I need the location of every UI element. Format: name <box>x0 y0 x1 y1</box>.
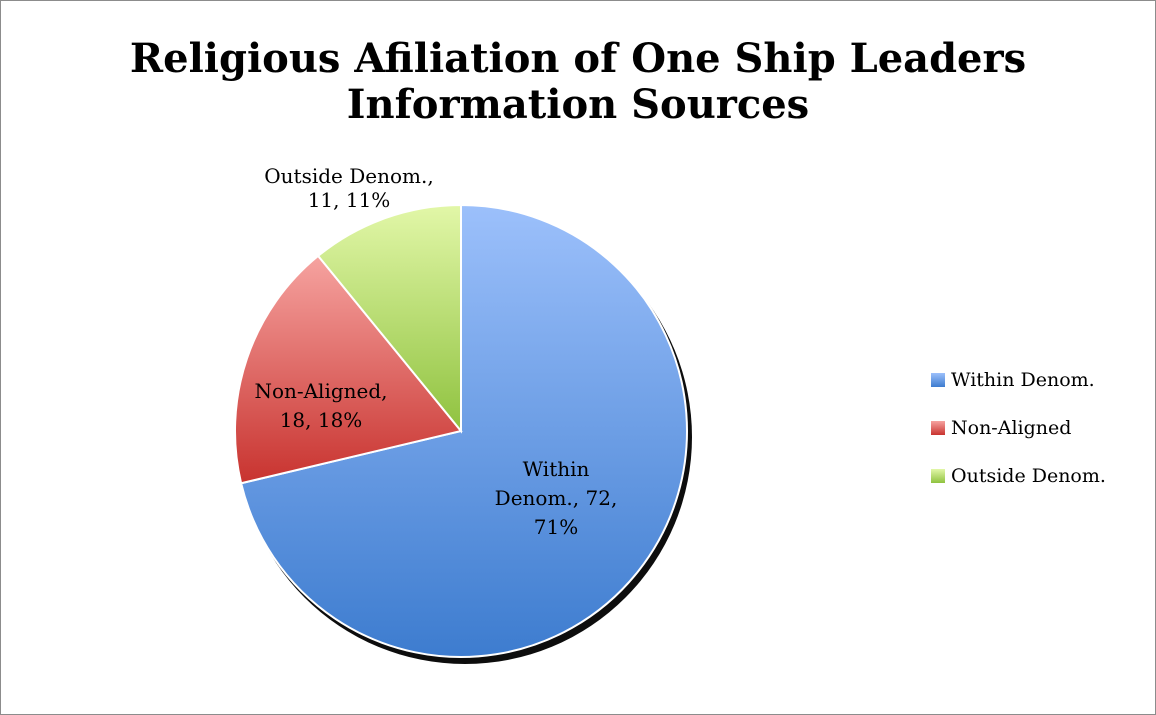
legend-swatch-outside-denom <box>931 469 945 483</box>
pie-slice-outside-denom <box>316 203 462 434</box>
chart-title: Religious Afiliation of One Ship Leaders… <box>0 36 1156 128</box>
data-label-line: 71% <box>534 515 578 539</box>
legend-item-outside-denom: Outside Denom. <box>931 465 1106 487</box>
data-label-line: Denom., 72, <box>495 486 618 510</box>
legend-swatch-within-denom <box>931 373 945 387</box>
data-label-line: Non-Aligned, <box>254 379 387 403</box>
data-label-line: 18, 18% <box>280 408 363 432</box>
data-label-line: Outside Denom., <box>264 164 433 188</box>
legend-swatch-non-aligned <box>931 421 945 435</box>
data-label-line: Within <box>523 457 590 481</box>
legend: Within Denom. Non-Aligned Outside Denom. <box>931 369 1106 514</box>
legend-label-within-denom: Within Denom. <box>951 369 1095 391</box>
legend-label-non-aligned: Non-Aligned <box>951 417 1072 439</box>
legend-label-outside-denom: Outside Denom. <box>951 465 1106 487</box>
data-label-non-aligned: Non-Aligned, 18, 18% <box>254 379 387 432</box>
chart-title-line-2: Information Sources <box>346 81 810 128</box>
legend-item-non-aligned: Non-Aligned <box>931 417 1106 439</box>
legend-item-within-denom: Within Denom. <box>931 369 1106 391</box>
chart-title-line-1: Religious Afiliation of One Ship Leaders <box>129 35 1027 82</box>
data-label-within-denom: Within Denom., 72, 71% <box>495 457 618 539</box>
pie-slice-within-denom <box>239 203 688 658</box>
data-label-line: 11, 11% <box>308 188 391 212</box>
pie-slice-non-aligned <box>234 254 463 485</box>
data-label-outside-denom: Outside Denom., 11, 11% <box>264 164 433 212</box>
pie-data-labels: Within Denom., 72, 71% Non-Aligned, 18, 18% O… <box>254 164 617 539</box>
pie-slices <box>234 203 688 658</box>
